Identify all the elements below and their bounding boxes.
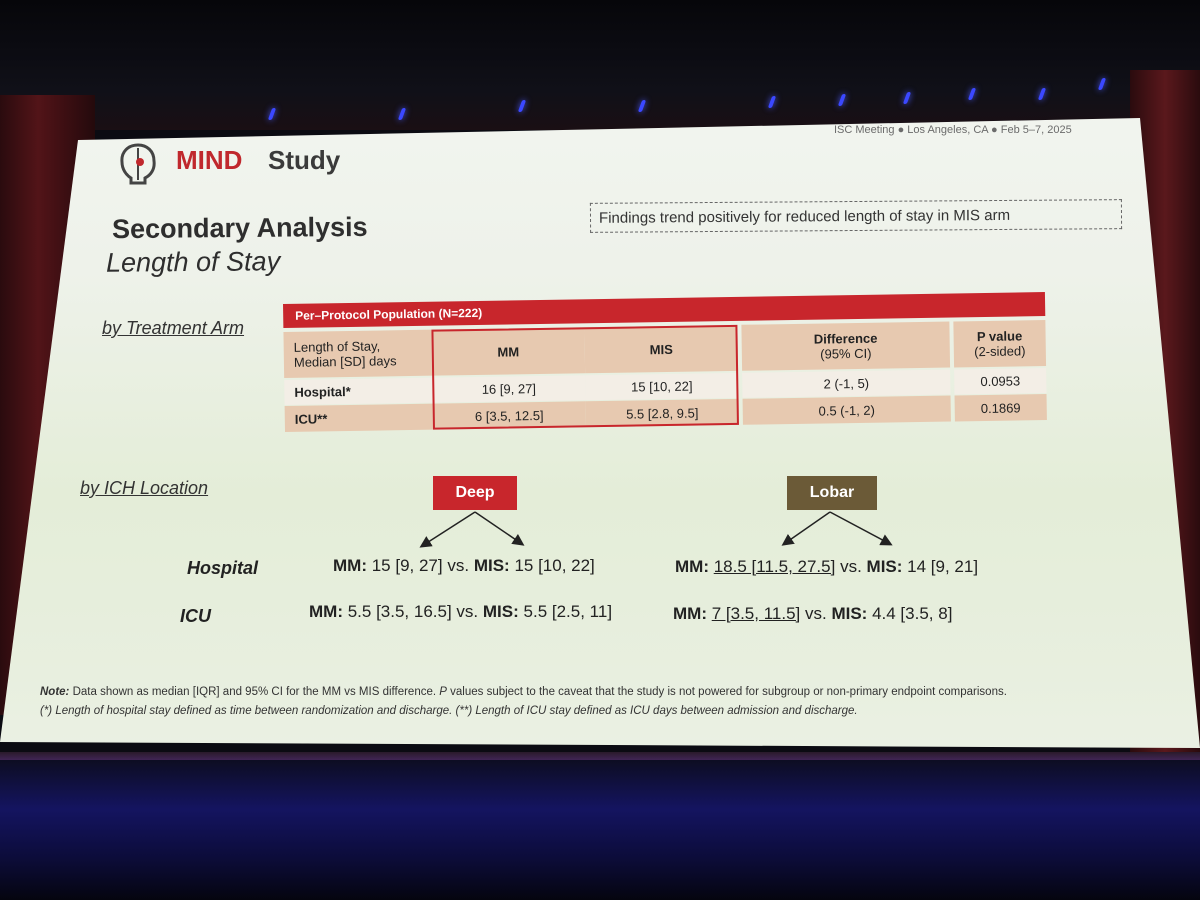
lobar-hospital-mis: 14 [9, 21] bbox=[907, 557, 979, 576]
findings-text: Findings trend positively for reduced le… bbox=[598, 206, 1011, 227]
row-icu-label: ICU** bbox=[284, 403, 433, 432]
row-icu-mis: 5.5 [2.8, 9.5] bbox=[585, 398, 739, 428]
col-p: P value (2-sided) bbox=[953, 320, 1047, 368]
stage-light bbox=[767, 96, 777, 108]
stage-light bbox=[837, 94, 847, 106]
stage-light bbox=[397, 108, 407, 120]
stage-light bbox=[517, 100, 527, 112]
lobar-icu-values: MM: 7 [3.5, 11.5] vs. MIS: 4.4 [3.5, 8] bbox=[673, 604, 952, 624]
vs-text: vs. bbox=[804, 604, 827, 623]
col-diff: Difference (95% CI) bbox=[741, 321, 951, 371]
row-header-line1: Length of Stay, bbox=[293, 338, 381, 355]
branch-arrows bbox=[419, 511, 893, 548]
note-label: Note: bbox=[40, 686, 70, 698]
deep-icu-values: MM: 5.5 [3.5, 16.5] vs. MIS: 5.5 [2.5, 1… bbox=[309, 602, 612, 622]
row-hospital-mm: 16 [9, 27] bbox=[432, 375, 586, 403]
stage-light bbox=[967, 88, 977, 100]
mm-label: MM: bbox=[673, 604, 707, 623]
vs-text: vs. bbox=[447, 556, 470, 575]
stage-light bbox=[1037, 88, 1047, 100]
lobar-hospital-values: MM: 18.5 [11.5, 27.5] vs. MIS: 14 [9, 21… bbox=[675, 557, 978, 577]
row-hospital-p: 0.0953 bbox=[954, 368, 1047, 395]
stage-floor bbox=[0, 760, 1200, 900]
note-text-a: Data shown as median [IQR] and 95% CI fo… bbox=[69, 686, 440, 698]
findings-callout: Findings trend positively for reduced le… bbox=[589, 199, 1123, 233]
row-icu-diff: 0.5 (-1, 2) bbox=[742, 395, 951, 425]
mm-label: MM: bbox=[309, 602, 343, 621]
row-hospital-label: Hospital* bbox=[284, 377, 433, 405]
col-mm: MM bbox=[431, 327, 586, 376]
col-mis: MIS bbox=[584, 324, 739, 374]
row-icu-mm: 6 [3.5, 12.5] bbox=[432, 401, 586, 430]
slide-subtitle: Length of Stay bbox=[105, 246, 281, 278]
table-title-text: Per–Protocol Population (N=222) bbox=[295, 305, 483, 323]
lobar-arrow-left bbox=[781, 511, 831, 546]
footnote-note: Note: Data shown as median [IQR] and 95%… bbox=[40, 686, 1007, 698]
row-header-line2: Median [SD] days bbox=[293, 353, 397, 370]
deep-arrow-right bbox=[474, 511, 525, 546]
stage-light bbox=[267, 108, 277, 120]
vs-text: vs. bbox=[840, 557, 862, 576]
stage-light bbox=[902, 92, 912, 104]
deep-arrow-left bbox=[419, 511, 476, 548]
hospital-row-label: Hospital bbox=[187, 558, 259, 578]
col-diff-line1: Difference bbox=[813, 330, 878, 347]
brain-logo-icon bbox=[120, 143, 156, 185]
lobar-icu-mis: 4.4 [3.5, 8] bbox=[872, 604, 953, 623]
section-ich-location: by ICH Location bbox=[80, 478, 209, 498]
mm-label: MM: bbox=[333, 556, 367, 575]
col-diff-line2: (95% CI) bbox=[820, 345, 872, 362]
deep-hospital-mis: 15 [10, 22] bbox=[514, 556, 595, 575]
def-icu: (**) Length of ICU stay defined as ICU d… bbox=[452, 705, 858, 717]
auditorium-ceiling bbox=[0, 0, 1200, 130]
lobar-hospital-mm: 18.5 [11.5, 27.5] bbox=[713, 557, 836, 576]
deep-hospital-values: MM: 15 [9, 27] vs. MIS: 15 [10, 22] bbox=[333, 556, 595, 576]
meeting-info: ISC Meeting ● Los Angeles, CA ● Feb 5–7,… bbox=[834, 124, 1072, 136]
mis-label: MIS: bbox=[473, 556, 510, 575]
logo-study: Study bbox=[268, 145, 341, 175]
row-hospital-mis: 15 [10, 22] bbox=[585, 372, 739, 401]
logo-mind: MIND bbox=[176, 145, 243, 175]
deep-label: Deep bbox=[455, 484, 495, 501]
icu-row-label: ICU bbox=[180, 606, 211, 626]
vs-text: vs. bbox=[456, 602, 479, 621]
mis-label: MIS: bbox=[866, 557, 903, 576]
section-treatment-arm: by Treatment Arm bbox=[102, 318, 245, 338]
lobar-label: Lobar bbox=[809, 484, 855, 501]
mis-label: MIS: bbox=[831, 604, 868, 623]
row-icu-p: 0.1869 bbox=[954, 394, 1047, 422]
stage-light bbox=[637, 100, 647, 112]
row-hospital-diff: 2 (-1, 5) bbox=[742, 369, 951, 398]
row-header: Length of Stay, Median [SD] days bbox=[283, 329, 433, 378]
footnote-definitions: (*) Length of hospital stay defined as t… bbox=[40, 705, 858, 717]
col-p-line2: (2-sided) bbox=[974, 343, 1026, 360]
note-p: P bbox=[439, 686, 447, 698]
deep-label-box: Deep bbox=[433, 476, 517, 510]
lobar-label-box: Lobar bbox=[787, 476, 877, 510]
lobar-icu-mm: 7 [3.5, 11.5] bbox=[711, 604, 801, 623]
deep-icu-mis: 5.5 [2.5, 11] bbox=[523, 602, 613, 621]
deep-hospital-mm: 15 [9, 27] bbox=[371, 556, 443, 575]
slide-title: Secondary Analysis bbox=[111, 211, 368, 245]
mis-label: MIS: bbox=[482, 602, 519, 621]
lobar-arrow-right bbox=[829, 511, 893, 546]
note-text-b: values subject to the caveat that the st… bbox=[446, 686, 1007, 698]
def-hospital: (*) Length of hospital stay defined as t… bbox=[40, 705, 453, 717]
col-p-line1: P value bbox=[976, 328, 1023, 345]
los-table: Per–Protocol Population (N=222) Length o… bbox=[283, 292, 1047, 434]
stage-light bbox=[1097, 78, 1107, 90]
mm-label: MM: bbox=[675, 557, 709, 576]
deep-icu-mm: 5.5 [3.5, 16.5] bbox=[347, 602, 452, 621]
